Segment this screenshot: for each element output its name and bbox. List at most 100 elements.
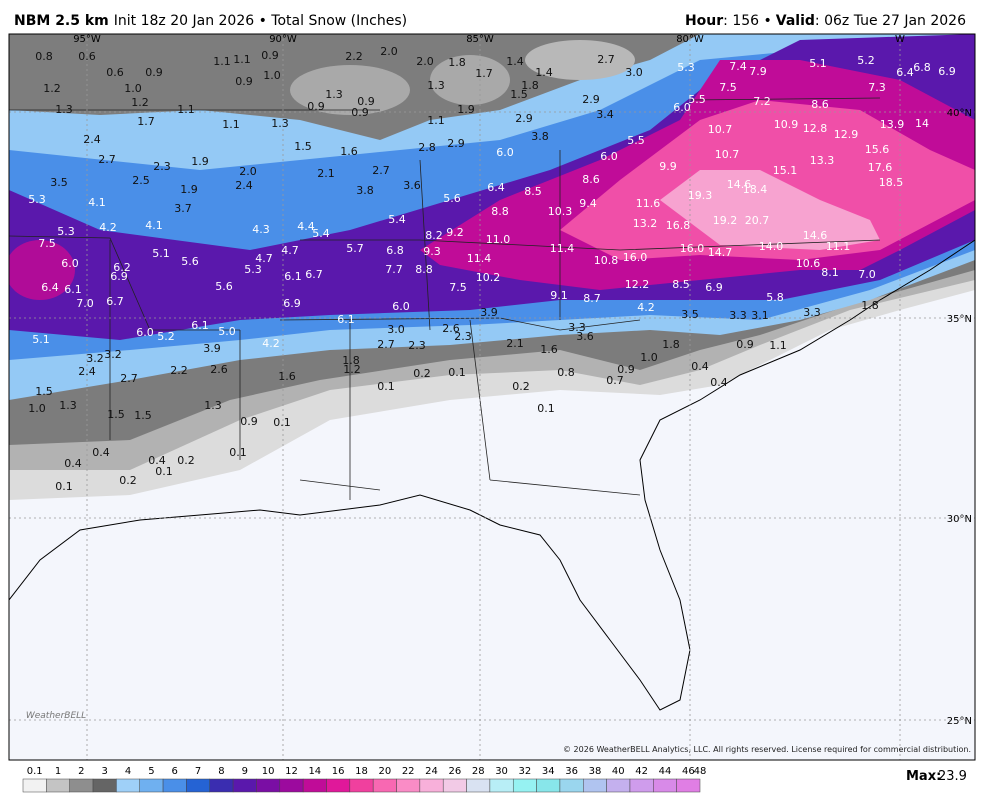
snow-amount: 1.9 — [191, 155, 209, 168]
colorbar-swatch — [279, 778, 304, 793]
snow-amount: 8.8 — [491, 205, 509, 218]
snow-amount: 0.1 — [273, 416, 291, 429]
snow-amount: 3.1 — [751, 309, 769, 322]
colorbar-label: 42 — [635, 766, 648, 777]
snow-amount: 6.1 — [191, 319, 209, 332]
snow-amount: 0.9 — [357, 95, 375, 108]
snow-amount: 1.0 — [124, 82, 142, 95]
snow-amount: 3.8 — [531, 130, 549, 143]
snow-amount: 10.8 — [594, 254, 619, 267]
colorbar-label: 7 — [195, 766, 201, 777]
colorbar-swatch — [676, 778, 701, 793]
snow-amount: 6.9 — [938, 65, 956, 78]
snow-amount: 13.3 — [810, 154, 835, 167]
snow-amount: 6.9 — [110, 270, 128, 283]
snow-amount: 9.2 — [446, 226, 464, 239]
snow-amount: 1.7 — [137, 115, 155, 128]
snow-amount: 0.9 — [736, 338, 754, 351]
snow-amount: 2.4 — [235, 179, 253, 192]
snow-amount: 18.4 — [743, 183, 768, 196]
snow-amount: 18.5 — [879, 176, 904, 189]
valid-label: Valid — [776, 13, 815, 29]
snow-amount: 0.2 — [413, 367, 431, 380]
colorbar-label: 12 — [285, 766, 298, 777]
snow-amount: 4.7 — [281, 244, 299, 257]
colorbar-swatch — [22, 778, 47, 793]
snow-amount: 5.4 — [388, 213, 406, 226]
snow-amount: 2.4 — [78, 365, 96, 378]
snow-amount: 0.4 — [710, 376, 728, 389]
snow-amount: 2.3 — [408, 339, 426, 352]
snow-amount: 4.2 — [637, 301, 655, 314]
colorbar-label: 0.1 — [27, 766, 43, 777]
snow-amount: 1.6 — [540, 343, 558, 356]
snow-amount: 5.1 — [32, 333, 50, 346]
colorbar-label: 8 — [218, 766, 224, 777]
colorbar-label: 38 — [589, 766, 602, 777]
snow-amount: 9.3 — [423, 245, 441, 258]
snow-amount: 6.4 — [41, 281, 59, 294]
snow-amount: 4.3 — [252, 223, 270, 236]
snow-amount: 6.0 — [600, 150, 618, 163]
snow-amount: 5.3 — [677, 61, 695, 74]
snow-amount: 5.1 — [809, 57, 827, 70]
snow-amount: 2.7 — [120, 372, 138, 385]
colorbar-swatch — [256, 778, 281, 793]
snow-amount: 1.8 — [662, 338, 680, 351]
snow-amount: 7.5 — [719, 81, 737, 94]
snow-amount: 12.9 — [834, 128, 859, 141]
snow-amount: 14.6 — [803, 229, 828, 242]
colorbar-swatch — [139, 778, 164, 793]
snow-amount: 17.6 — [868, 161, 893, 174]
snow-amount: 7.0 — [76, 297, 94, 310]
snow-amount: 3.6 — [576, 330, 594, 343]
snow-amount: 5.7 — [346, 242, 364, 255]
snow-amount: 2.9 — [582, 93, 600, 106]
colorbar-swatch — [466, 778, 491, 793]
snow-amount: 3.5 — [50, 176, 68, 189]
snow-amount: 1.0 — [28, 402, 46, 415]
snow-amount: 0.6 — [78, 50, 96, 63]
lon-label: 80°W — [676, 34, 704, 45]
snow-amount: 3.2 — [104, 348, 122, 361]
snow-amount: 0.2 — [512, 380, 530, 393]
init: Init 18z 20 Jan 2026 • Total Snow (Inche… — [114, 13, 407, 29]
snow-amount: 14.6 — [727, 178, 752, 191]
lat-label: 25°N — [947, 716, 972, 727]
lon-label: W — [895, 34, 905, 45]
snow-amount: 4.4 — [297, 220, 315, 233]
snow-amount: 6.1 — [337, 313, 355, 326]
snow-amount: 7.5 — [449, 281, 467, 294]
snow-amount: 1.3 — [271, 117, 289, 130]
snow-amount: 6.8 — [913, 61, 931, 74]
snow-amount: 0.6 — [106, 66, 124, 79]
map-labels: 0.8 0.60.6 0.91.1 1.1 0.9 2.2 2.02.0 1.81.71.41… — [28, 45, 956, 493]
snow-amount: 1.1 — [769, 339, 787, 352]
colorbar-label: 9 — [242, 766, 248, 777]
snow-amount: 5.5 — [688, 93, 706, 106]
snow-amount: 2.3 — [153, 160, 171, 173]
snow-amount: 2.7 — [597, 53, 615, 66]
snow-amount: 10.2 — [476, 271, 501, 284]
colorbar-swatch — [326, 778, 351, 793]
snow-amount: 5.3 — [28, 193, 46, 206]
snow-amount: 2.5 — [132, 174, 150, 187]
snow-amount: 1.4 — [535, 66, 553, 79]
colorbar-swatch — [372, 778, 397, 793]
snow-amount: 1.1 — [177, 103, 195, 116]
snow-amount: 2.7 — [372, 164, 390, 177]
colorbar-swatch — [46, 778, 70, 793]
colorbar-label: 16 — [332, 766, 345, 777]
lon-label: 85°W — [466, 34, 494, 45]
snow-amount: 6.1 — [284, 270, 302, 283]
snow-amount: 5.2 — [857, 54, 875, 67]
snow-amount: 6.9 — [705, 281, 723, 294]
snow-amount: 0.9 — [235, 75, 253, 88]
colorbar-label: 2 — [78, 766, 84, 777]
band-north-light — [525, 40, 635, 80]
snow-amount: 8.5 — [672, 278, 690, 291]
snow-amount: 20.7 — [745, 214, 770, 227]
snow-amount: 6.8 — [386, 244, 404, 257]
snow-amount: 14 — [915, 117, 929, 130]
